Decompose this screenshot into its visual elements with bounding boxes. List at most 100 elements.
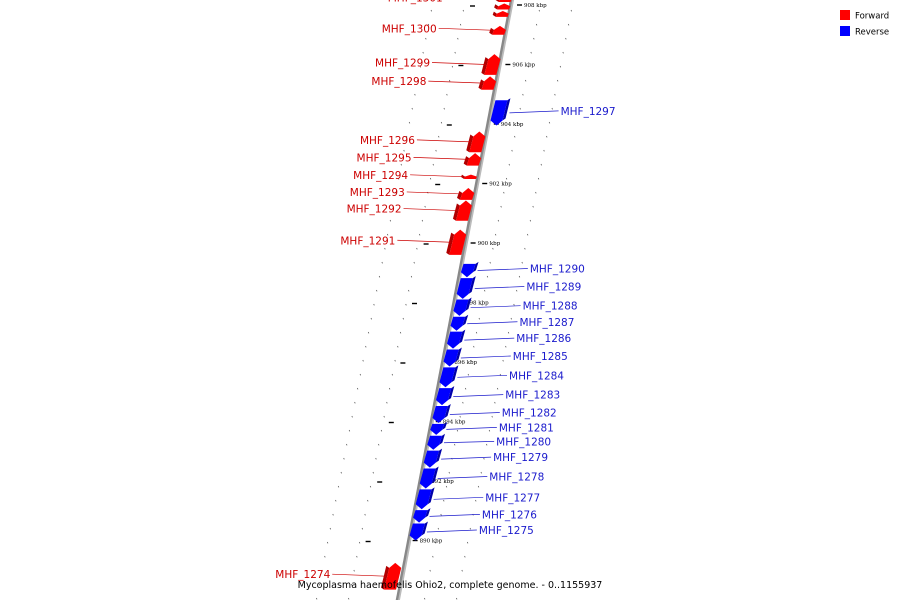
gene-label[interactable]: MHF_1300 — [382, 23, 437, 35]
gene-feature[interactable] — [439, 365, 459, 388]
gene-feature[interactable] — [447, 329, 466, 349]
guide-dot — [378, 275, 381, 278]
gene-shape-side — [463, 156, 470, 166]
gene-feature[interactable] — [432, 404, 451, 423]
gene-feature[interactable] — [456, 276, 476, 299]
guide-dot — [421, 219, 424, 222]
gene-feature[interactable] — [495, 0, 512, 3]
gene-shape — [423, 450, 440, 468]
gene-feature[interactable] — [413, 508, 431, 523]
gene-feature[interactable] — [446, 229, 467, 255]
guide-dot — [402, 317, 404, 320]
guide-dot — [477, 485, 480, 488]
gene-feature[interactable] — [453, 297, 472, 316]
guide-dot — [419, 65, 422, 68]
guide-dot — [524, 247, 526, 250]
gene-feature[interactable] — [494, 3, 511, 10]
gene-label[interactable]: MHF_1278 — [489, 471, 544, 483]
gene-label[interactable]: MHF_1275 — [479, 525, 534, 537]
gene-shape-side — [442, 421, 448, 430]
gene-label[interactable]: MHF_1297 — [561, 106, 616, 118]
gene-label[interactable]: MHF_1274 — [275, 569, 330, 581]
guide-dot — [470, 359, 472, 362]
gene-shape-side — [465, 297, 472, 311]
gene-label[interactable]: MHF_1301 — [388, 0, 443, 4]
gene-label[interactable]: MHF_1289 — [526, 282, 581, 294]
gene-label[interactable]: MHF_1288 — [523, 301, 578, 313]
gene-label[interactable]: MHF_1291 — [340, 235, 395, 247]
gene-shape — [435, 388, 452, 406]
gene-feature[interactable] — [443, 347, 462, 367]
gene-feature[interactable] — [415, 487, 435, 510]
gene-shape-side — [462, 314, 469, 326]
gene-label[interactable]: MHF_1280 — [496, 436, 551, 448]
gene-label[interactable]: MHF_1279 — [493, 452, 548, 464]
gene-label[interactable]: MHF_1286 — [516, 333, 571, 345]
guide-dot — [405, 303, 407, 306]
guide-dot — [570, 9, 572, 12]
guide-dot — [440, 121, 443, 124]
gene-feature[interactable] — [419, 466, 439, 489]
gene-shape — [466, 153, 482, 166]
guide-dot — [454, 443, 456, 446]
guide-dot — [416, 247, 418, 250]
gene-feature[interactable] — [409, 521, 428, 541]
gene-label[interactable]: MHF_1296 — [360, 135, 415, 147]
gene-feature[interactable] — [423, 448, 443, 468]
legend-forward-label: Forward — [855, 12, 889, 22]
guide-dot — [533, 37, 535, 40]
gene-label[interactable]: MHF_1282 — [502, 408, 557, 420]
gene-shape-side — [502, 98, 511, 121]
guide-dot — [466, 541, 469, 544]
gene-label[interactable]: MHF_1276 — [482, 509, 537, 521]
guide-dot — [378, 443, 380, 446]
gene-shape — [384, 562, 402, 590]
gene-label[interactable]: MHF_1284 — [509, 370, 564, 382]
gene-label[interactable]: MHF_1287 — [519, 317, 574, 329]
gene-shape — [481, 76, 497, 90]
gene-feature[interactable] — [463, 153, 482, 166]
gene-feature[interactable] — [489, 25, 506, 35]
gene-label[interactable]: MHF_1298 — [371, 76, 426, 88]
guide-dot — [350, 583, 353, 586]
guide-dot — [451, 65, 454, 68]
gene-feature[interactable] — [430, 421, 448, 435]
gene-feature[interactable] — [457, 187, 475, 200]
guide-dot — [324, 555, 326, 558]
gene-label[interactable]: MHF_1294 — [353, 170, 408, 182]
gene-feature[interactable] — [435, 386, 455, 406]
gene-label[interactable]: MHF_1283 — [505, 390, 560, 402]
guide-dot — [340, 471, 342, 474]
gene-feature[interactable] — [381, 562, 402, 590]
guide-dot — [383, 415, 385, 418]
gene-label[interactable]: MHF_1295 — [357, 152, 412, 164]
guide-dot — [354, 401, 356, 404]
gene-features — [381, 0, 512, 590]
gene-label[interactable]: MHF_1281 — [499, 422, 554, 434]
guide-dot — [445, 485, 448, 488]
gene-label[interactable]: MHF_1293 — [350, 187, 405, 199]
label-leader — [457, 374, 508, 378]
gene-feature[interactable] — [481, 54, 501, 75]
gene-feature[interactable] — [452, 200, 472, 221]
tick-label: 894 kbp — [443, 420, 466, 426]
gene-shape — [460, 187, 475, 200]
gene-label[interactable]: MHF_1290 — [530, 264, 585, 276]
gene-shape-side — [494, 4, 499, 10]
gene-label[interactable]: MHF_1277 — [485, 492, 540, 504]
gene-feature[interactable] — [478, 76, 497, 90]
gene-feature[interactable] — [450, 314, 469, 331]
label-leader — [474, 286, 525, 289]
gene-feature[interactable] — [427, 433, 446, 450]
gene-feature[interactable] — [490, 98, 511, 126]
gene-label[interactable]: MHF_1292 — [347, 204, 402, 216]
gene-feature[interactable] — [492, 10, 509, 17]
guide-dot — [367, 499, 369, 502]
gene-feature[interactable] — [460, 261, 479, 278]
guide-dot — [554, 93, 556, 96]
gene-feature[interactable] — [466, 131, 486, 153]
guide-dot — [473, 345, 475, 348]
gene-label[interactable]: MHF_1299 — [375, 58, 430, 70]
gene-label[interactable]: MHF_1285 — [513, 351, 568, 363]
guide-dot — [516, 121, 519, 124]
